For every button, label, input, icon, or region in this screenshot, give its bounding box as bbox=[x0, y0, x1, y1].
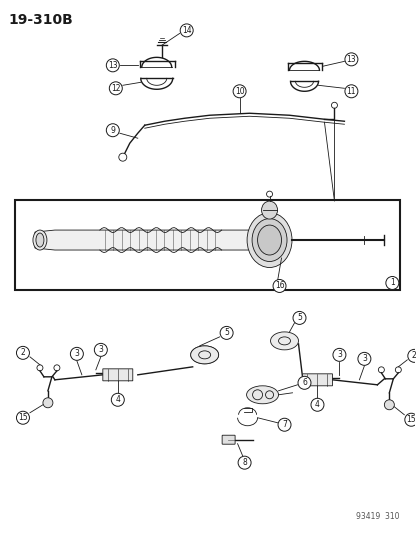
Text: 3: 3 bbox=[337, 350, 342, 359]
Circle shape bbox=[238, 456, 251, 469]
Text: 9: 9 bbox=[110, 126, 115, 135]
Text: 2: 2 bbox=[412, 351, 416, 360]
Text: 13: 13 bbox=[108, 61, 118, 70]
Text: 13: 13 bbox=[347, 55, 356, 64]
Circle shape bbox=[298, 376, 311, 389]
Text: 5: 5 bbox=[297, 313, 302, 322]
Ellipse shape bbox=[252, 219, 287, 262]
FancyBboxPatch shape bbox=[302, 374, 332, 386]
Circle shape bbox=[405, 413, 416, 426]
Text: 15: 15 bbox=[18, 413, 28, 422]
Text: 93419  310: 93419 310 bbox=[356, 512, 399, 521]
Circle shape bbox=[384, 400, 394, 410]
Circle shape bbox=[180, 24, 193, 37]
Circle shape bbox=[233, 85, 246, 98]
Text: 1: 1 bbox=[390, 278, 395, 287]
Ellipse shape bbox=[270, 332, 299, 350]
Ellipse shape bbox=[247, 213, 292, 268]
Circle shape bbox=[358, 352, 371, 365]
Text: 10: 10 bbox=[235, 87, 245, 96]
Text: 3: 3 bbox=[362, 354, 367, 364]
Circle shape bbox=[311, 398, 324, 411]
Text: 11: 11 bbox=[347, 87, 356, 96]
Circle shape bbox=[109, 82, 122, 95]
Circle shape bbox=[345, 53, 358, 66]
Circle shape bbox=[386, 277, 399, 289]
Circle shape bbox=[106, 124, 119, 137]
Text: 6: 6 bbox=[302, 378, 307, 387]
Circle shape bbox=[106, 59, 119, 72]
Circle shape bbox=[17, 346, 30, 359]
Text: 7: 7 bbox=[282, 420, 287, 429]
Circle shape bbox=[43, 398, 53, 408]
Circle shape bbox=[408, 349, 416, 362]
Circle shape bbox=[70, 348, 83, 360]
Bar bbox=[15, 200, 400, 290]
Ellipse shape bbox=[33, 230, 47, 250]
Ellipse shape bbox=[258, 225, 282, 255]
Text: 12: 12 bbox=[111, 84, 121, 93]
Text: 4: 4 bbox=[115, 395, 120, 404]
Text: 8: 8 bbox=[242, 458, 247, 467]
Text: 5: 5 bbox=[224, 328, 229, 337]
Text: 2: 2 bbox=[20, 349, 25, 357]
Circle shape bbox=[220, 326, 233, 340]
Text: 3: 3 bbox=[99, 345, 103, 354]
Text: 16: 16 bbox=[275, 281, 285, 290]
Circle shape bbox=[111, 393, 124, 406]
Circle shape bbox=[293, 311, 306, 325]
Text: 15: 15 bbox=[406, 415, 416, 424]
Ellipse shape bbox=[191, 346, 219, 364]
Ellipse shape bbox=[36, 233, 44, 247]
Ellipse shape bbox=[247, 386, 279, 404]
FancyBboxPatch shape bbox=[103, 369, 133, 381]
Circle shape bbox=[345, 85, 358, 98]
Circle shape bbox=[17, 411, 30, 424]
Circle shape bbox=[94, 343, 107, 357]
Text: 4: 4 bbox=[315, 400, 320, 409]
Polygon shape bbox=[35, 230, 255, 250]
Circle shape bbox=[278, 418, 291, 431]
FancyBboxPatch shape bbox=[222, 435, 235, 444]
Text: 3: 3 bbox=[74, 349, 79, 358]
Text: 14: 14 bbox=[182, 26, 191, 35]
Text: 19-310B: 19-310B bbox=[8, 13, 73, 27]
Ellipse shape bbox=[262, 201, 277, 219]
Circle shape bbox=[273, 279, 286, 293]
Circle shape bbox=[333, 349, 346, 361]
